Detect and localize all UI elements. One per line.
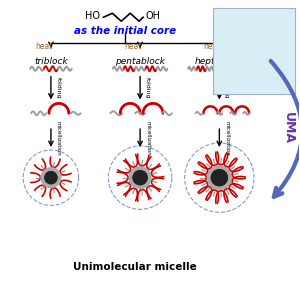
Circle shape [45,172,57,184]
Text: micellization: micellization [145,121,150,156]
Text: triblock: triblock [34,57,68,66]
Text: micellization: micellization [224,121,229,156]
Text: as the initial core: as the initial core [74,26,176,36]
Circle shape [208,166,231,190]
Text: heptablock: heptablock [194,57,244,66]
Text: PEO:: PEO: [219,20,240,29]
Text: heat: heat [124,42,142,52]
Text: heat: heat [35,42,52,52]
Text: pentablock: pentablock [115,57,165,66]
Circle shape [45,172,57,184]
Text: folding: folding [224,77,229,99]
Circle shape [129,167,151,189]
Text: PPO:: PPO: [219,49,241,58]
Circle shape [41,168,61,187]
Circle shape [133,171,147,185]
Text: folding: folding [56,77,61,99]
FancyBboxPatch shape [213,8,295,94]
Text: folding: folding [145,77,150,99]
Text: HO: HO [85,11,100,21]
Circle shape [212,170,227,185]
Text: OH: OH [145,11,160,21]
Circle shape [212,170,227,185]
FancyArrowPatch shape [271,61,300,197]
Circle shape [133,171,147,185]
Text: Unimolecular micelle: Unimolecular micelle [73,262,197,272]
Text: micellization: micellization [56,121,61,156]
Text: UMA: UMA [282,112,295,144]
Text: heat: heat [203,42,221,52]
